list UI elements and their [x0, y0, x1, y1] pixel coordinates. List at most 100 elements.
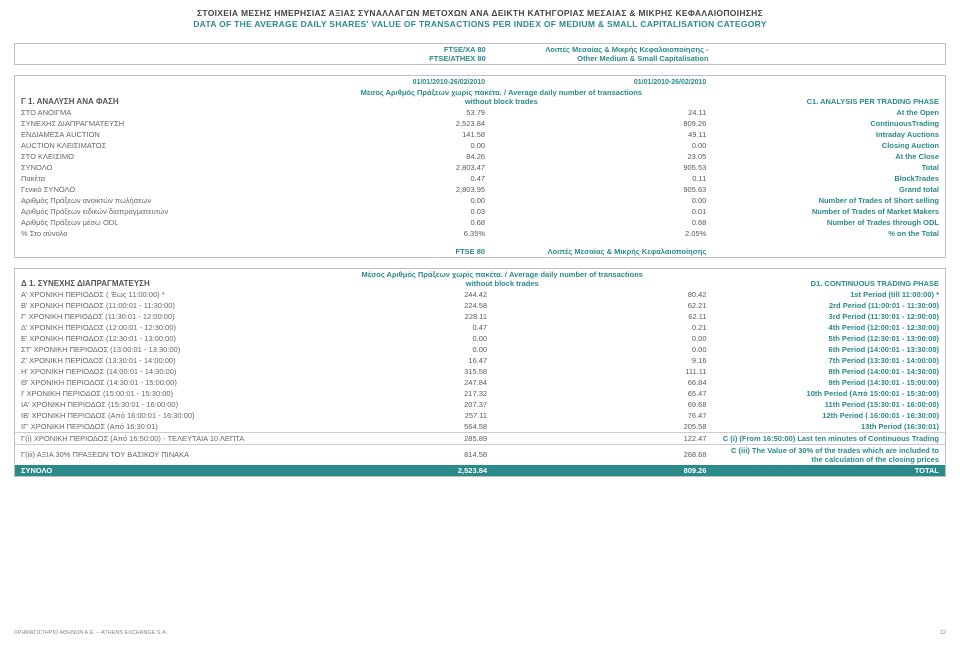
row-val1: 564.58: [292, 421, 493, 433]
row-val2: 0.00: [491, 140, 712, 151]
row-label-en: 3rd Period (11:30:01 - 12:00:00): [713, 311, 945, 322]
table-row: Β' ΧΡΟΝΙΚΗ ΠΕΡΙΟΔΟΣ (11:00:01 - 11:30:00…: [15, 300, 945, 311]
row-val2: 62.11: [493, 311, 712, 322]
row-label-gr: Β' ΧΡΟΝΙΚΗ ΠΕΡΙΟΔΟΣ (11:00:01 - 11:30:00…: [15, 300, 292, 311]
row-label-gr: Γ(i) ΧΡΟΝΙΚΗ ΠΕΡΙΟΔΟΣ (Από 16:50:00) - Τ…: [15, 432, 292, 444]
title-en: DATA OF THE AVERAGE DAILY SHARES' VALUE …: [14, 19, 946, 30]
total-gr: ΣΥΝΟΛΟ: [15, 465, 292, 476]
row-val2: 62.21: [493, 300, 712, 311]
footer: ΧΡΗΜΑΤΙΣΤΗΡΙΟ ΑΘΗΝΩΝ Α.Ε. – ATHENS EXCHA…: [14, 630, 946, 636]
g1-header-en: C1. ANALYSIS PER TRADING PHASE: [807, 97, 939, 106]
row-val1: 217.32: [292, 388, 493, 399]
table-row: ΣΥΝΟΛΟ2,803.47905.53Total: [15, 162, 945, 173]
row-val2: 0.21: [493, 322, 712, 333]
table-row: Γ' ΧΡΟΝΙΚΗ ΠΕΡΙΟΔΟΣ (11:30:01 - 12:00:00…: [15, 311, 945, 322]
row-label-gr: Ζ' ΧΡΟΝΙΚΗ ΠΕΡΙΟΔΟΣ (13:30:01 - 14:00:00…: [15, 355, 292, 366]
row-label-en: Closing Auction: [712, 140, 945, 151]
row-label-gr: Αριθμός Πράξεων ειδικών διαπραγματευτών: [15, 206, 290, 217]
total-v2: 809.26: [493, 465, 712, 476]
table-row: ΙΒ' ΧΡΟΝΙΚΗ ΠΕΡΙΟΔΟΣ (Από 16:00:01 - 16:…: [15, 410, 945, 421]
row-label-gr: Ε' ΧΡΟΝΙΚΗ ΠΕΡΙΟΔΟΣ (12:30:01 - 13:00:00…: [15, 333, 292, 344]
row-label-gr: AUCTION ΚΛΕΙΣΙΜΑΤΟΣ: [15, 140, 290, 151]
g1-table: 01/01/2010-26/02/2010 01/01/2010-26/02/2…: [15, 76, 945, 257]
row-val2: 205.58: [493, 421, 712, 433]
row-val1: 814.58: [292, 444, 493, 465]
table-row: Ε' ΧΡΟΝΙΚΗ ΠΕΡΙΟΔΟΣ (12:30:01 - 13:00:00…: [15, 333, 945, 344]
mid-right: Λοιπές Μεσαίας & Μικρής Κεφαλαιοποίησης: [548, 247, 707, 256]
row-val1: 0.00: [290, 140, 491, 151]
row-label-gr: Γ(iii) ΑΞΙΑ 30% ΠΡΑΞΕΩΝ ΤΟΥ ΒΑΣΙΚΟΥ ΠΙΝΑ…: [15, 444, 292, 465]
row-val2: 9.16: [493, 355, 712, 366]
row-val1: 0.47: [290, 173, 491, 184]
g1-frame: 01/01/2010-26/02/2010 01/01/2010-26/02/2…: [14, 75, 946, 258]
row-val1: 228.11: [292, 311, 493, 322]
row-label-en: Number of Trades of Short selling: [712, 195, 945, 206]
table-row: ΙΓ' ΧΡΟΝΙΚΗ ΠΕΡΙΟΔΟΣ (Από 16:30:01)564.5…: [15, 421, 945, 433]
row-val2: 76.47: [493, 410, 712, 421]
row-val2: 65.47: [493, 388, 712, 399]
row-label-gr: ΣΤΟ ΚΛΕΙΣΙΜΟ: [15, 151, 290, 162]
row-label-en: 7th Period (13:30:01 - 14:00:00): [713, 355, 945, 366]
row-label-en: 11th Period (15:30:01 - 16:00:00): [713, 399, 945, 410]
header-frame: FTSE/XA 80 FTSE/ATHEX 80 Λοιπές Μεσαίας …: [14, 43, 946, 65]
row-val1: 224.58: [292, 300, 493, 311]
row-val1: 0.00: [292, 344, 493, 355]
d1-total-row: ΣΥΝΟΛΟ 2,523.84 809.26 TOTAL: [15, 465, 945, 476]
table-row: Α' ΧΡΟΝΙΚΗ ΠΕΡΙΟΔΟΣ ( 'Εως 11:00:00) *24…: [15, 289, 945, 300]
row-label-en: Number of Trades of Market Makers: [712, 206, 945, 217]
row-val2: 0.00: [493, 333, 712, 344]
d1-table: Δ 1. ΣΥΝΕΧΗΣ ΔΙΑΠΡΑΓΜΑΤΕΥΣΗ Μέσος Αριθμό…: [15, 269, 945, 476]
row-label-en: 5th Period (12:30:01 - 13:00:00): [713, 333, 945, 344]
subheader-gr: Μέσος Αριθμός Πράξεων χωρίς πακέτα. / Av…: [296, 88, 706, 97]
footer-left: ΧΡΗΜΑΤΙΣΤΗΡΙΟ ΑΘΗΝΩΝ Α.Ε. – ATHENS EXCHA…: [14, 630, 167, 636]
subheader-gr2: Μέσος Αριθμός Πράξεων χωρίς πακέτα. / Av…: [298, 270, 707, 279]
row-label-gr: Δ' ΧΡΟΝΙΚΗ ΠΕΡΙΟΔΟΣ (12:00:01 - 12:30:00…: [15, 322, 292, 333]
row-val1: 53.79: [290, 107, 491, 118]
row-label-en: 13th Period (16:30:01): [713, 421, 945, 433]
row-val1: 0.00: [290, 195, 491, 206]
row-label-en: Total: [712, 162, 945, 173]
row-val2: 49.11: [491, 129, 712, 140]
row-label-gr: Γενικό ΣΥΝΟΛΟ: [15, 184, 290, 195]
row-label-en: C (iii) The Value of 30% of the trades w…: [713, 444, 945, 465]
row-label-en: Grand total: [712, 184, 945, 195]
row-val2: 0.00: [493, 344, 712, 355]
row-label-gr: Αριθμός Πράξεων ανοικτών πωλήσεων: [15, 195, 290, 206]
table-row: Πακέτα0.470.11BlockTrades: [15, 173, 945, 184]
row-val1: 0.47: [292, 322, 493, 333]
table-row: Αριθμός Πράξεων ανοικτών πωλήσεων0.000.0…: [15, 195, 945, 206]
row-label-gr: ΣΤΟ ΑΝΟΙΓΜΑ: [15, 107, 290, 118]
row-label-gr: ΕΝΔΙΑΜΕΣΑ AUCTION: [15, 129, 290, 140]
row-val2: 0.68: [491, 217, 712, 228]
row-label-en: ContinuousTrading: [712, 118, 945, 129]
row-val2: 23.05: [491, 151, 712, 162]
table-row: ΙΑ' ΧΡΟΝΙΚΗ ΠΕΡΙΟΔΟΣ (15:30:01 - 16:00:0…: [15, 399, 945, 410]
title-gr: ΣΤΟΙΧΕΙΑ ΜΕΣΗΣ ΗΜΕΡΗΣΙΑΣ ΑΞΙΑΣ ΣΥΝΑΛΛΑΓΩ…: [14, 8, 946, 19]
row-label-gr: ΙΑ' ΧΡΟΝΙΚΗ ΠΕΡΙΟΔΟΣ (15:30:01 - 16:00:0…: [15, 399, 292, 410]
row-label-gr: Α' ΧΡΟΝΙΚΗ ΠΕΡΙΟΔΟΣ ( 'Εως 11:00:00) *: [15, 289, 292, 300]
row-label-en: 8th Period (14:00:01 - 14:30:00): [713, 366, 945, 377]
table-row: AUCTION ΚΛΕΙΣΙΜΑΤΟΣ0.000.00Closing Aucti…: [15, 140, 945, 151]
g1-header-gr: Γ 1. ΑΝΑΛΥΣΗ ΑΝΑ ΦΑΣΗ: [21, 97, 119, 106]
row-label-en: C (i) (From 16:50:00) Last ten minutes o…: [713, 432, 945, 444]
row-val1: 315.58: [292, 366, 493, 377]
row-label-gr: Ι' ΧΡΟΝΙΚΗ ΠΕΡΙΟΔΟΣ (15:00:01 - 15:30:00…: [15, 388, 292, 399]
table-row: ΣΥΝΕΧΗΣ ΔΙΑΠΡΑΓΜΑΤΕΥΣΗ2,523.84809.26Cont…: [15, 118, 945, 129]
row-val1: 2,803.47: [290, 162, 491, 173]
row-val2: 0.11: [491, 173, 712, 184]
row-label-gr: ΙΓ' ΧΡΟΝΙΚΗ ΠΕΡΙΟΔΟΣ (Από 16:30:01): [15, 421, 292, 433]
d1-frame: Δ 1. ΣΥΝΕΧΗΣ ΔΙΑΠΡΑΓΜΑΤΕΥΣΗ Μέσος Αριθμό…: [14, 268, 946, 477]
row-label-gr: Αριθμός Πράξεων μέσω ODL: [15, 217, 290, 228]
row-label-en: 12th Period ( 16:00:01 - 16:30:00): [713, 410, 945, 421]
table-row: Η' ΧΡΟΝΙΚΗ ΠΕΡΙΟΔΟΣ (14:00:01 - 14:30:00…: [15, 366, 945, 377]
row-val1: 207.37: [292, 399, 493, 410]
row-val1: 0.03: [290, 206, 491, 217]
row-label-en: At the Close: [712, 151, 945, 162]
row-val2: 905.63: [491, 184, 712, 195]
row-val2: 809.26: [491, 118, 712, 129]
row-val2: 0.01: [491, 206, 712, 217]
row-val2: 2.05%: [491, 228, 712, 239]
table-row: ΣΤ' ΧΡΟΝΙΚΗ ΠΕΡΙΟΔΟΣ (13:00:01 - 13:30:0…: [15, 344, 945, 355]
date1: 01/01/2010-26/02/2010: [413, 79, 485, 86]
table-row: Γ(iii) ΑΞΙΑ 30% ΠΡΑΞΕΩΝ ΤΟΥ ΒΑΣΙΚΟΥ ΠΙΝΑ…: [15, 444, 945, 465]
